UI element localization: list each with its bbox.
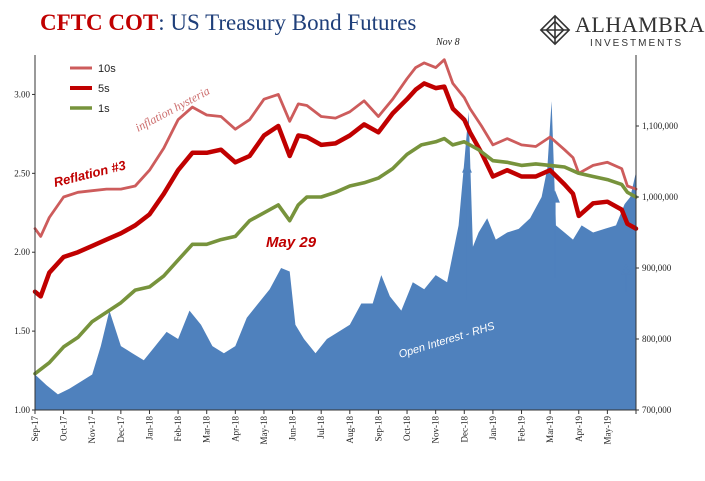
chart-title: CFTC COT: US Treasury Bond Futures <box>40 10 416 36</box>
y-left-tick-label: 3.00 <box>14 89 30 99</box>
x-tick-label: Jan-19 <box>488 416 498 440</box>
x-tick-label: Jun-18 <box>288 416 298 441</box>
y-right-tick-label: 1,000,000 <box>642 192 679 202</box>
chart-title-red: CFTC COT <box>40 10 159 35</box>
legend-label-5s: 5s <box>98 83 110 95</box>
axes-layer: 1.00 1.50 2.00 2.50 3.00 700,000 800,000 900,00… <box>14 55 679 445</box>
x-tick-label: Oct-18 <box>402 416 412 441</box>
y-left-tick-label: 2.50 <box>14 168 30 178</box>
x-tick-label: Dec-18 <box>459 416 469 443</box>
logo-emblem-icon <box>539 14 571 46</box>
arrow-dec-18 <box>462 160 472 300</box>
x-tick-label: Nov-18 <box>431 416 441 444</box>
y-left-tick-label: 1.50 <box>14 326 30 336</box>
chart-title-rest: : US Treasury Bond Futures <box>158 10 417 35</box>
y-right-tick-label: 1,100,000 <box>642 121 679 131</box>
y-left-tick-label: 2.00 <box>14 247 30 257</box>
series-line-5s <box>32 81 639 299</box>
arrow-may-19 <box>621 263 631 292</box>
series-lines-layer <box>32 58 639 376</box>
alhambra-logo: ALHAMBRA INVESTMENTS <box>535 10 705 50</box>
legend-label-1s: 1s <box>98 103 110 115</box>
legend: 10s 5s 1s <box>70 63 116 115</box>
y-right-tick-label: 800,000 <box>642 334 672 344</box>
x-tick-label: Feb-19 <box>517 416 527 442</box>
annotation-reflation: Reflation #3 <box>52 157 128 190</box>
y-left-tick-label: 1.00 <box>14 405 30 415</box>
x-tick-label: May-18 <box>259 416 269 445</box>
logo-sub: INVESTMENTS <box>590 38 684 49</box>
x-tick-label: Jul-18 <box>316 416 326 439</box>
x-tick-label: Nov-17 <box>87 416 97 444</box>
x-tick-label: Mar-18 <box>202 416 212 443</box>
x-tick-label: Apr-19 <box>574 416 584 442</box>
series-line-1s <box>33 136 638 376</box>
open-interest-area <box>35 101 636 410</box>
x-tick-label: Apr-18 <box>230 416 240 442</box>
y-right-tick-label: 700,000 <box>642 405 672 415</box>
x-tick-label: Feb-18 <box>173 416 183 442</box>
legend-label-10s: 10s <box>98 63 116 75</box>
series-line-10s <box>33 58 638 238</box>
x-tick-label: Sep-18 <box>373 416 383 442</box>
x-tick-label: Oct-17 <box>59 416 69 441</box>
annotation-inflation: inflation hysteria <box>133 84 212 135</box>
x-tick-label: Sep-17 <box>30 416 40 442</box>
x-tick-label: Dec-17 <box>116 416 126 443</box>
x-tick-label: Aug-18 <box>345 416 355 444</box>
annotation-may29: May 29 <box>266 234 317 251</box>
logo-name: ALHAMBRA <box>575 12 705 37</box>
arrow-mar-19 <box>550 190 560 278</box>
x-tick-label: May-19 <box>602 416 612 445</box>
annotation-nov8: Nov 8 <box>435 37 460 48</box>
y-right-tick-label: 900,000 <box>642 263 672 273</box>
x-tick-label: Jan-18 <box>145 416 155 440</box>
open-interest-layer <box>35 101 636 410</box>
x-tick-label: Mar-19 <box>545 416 555 443</box>
